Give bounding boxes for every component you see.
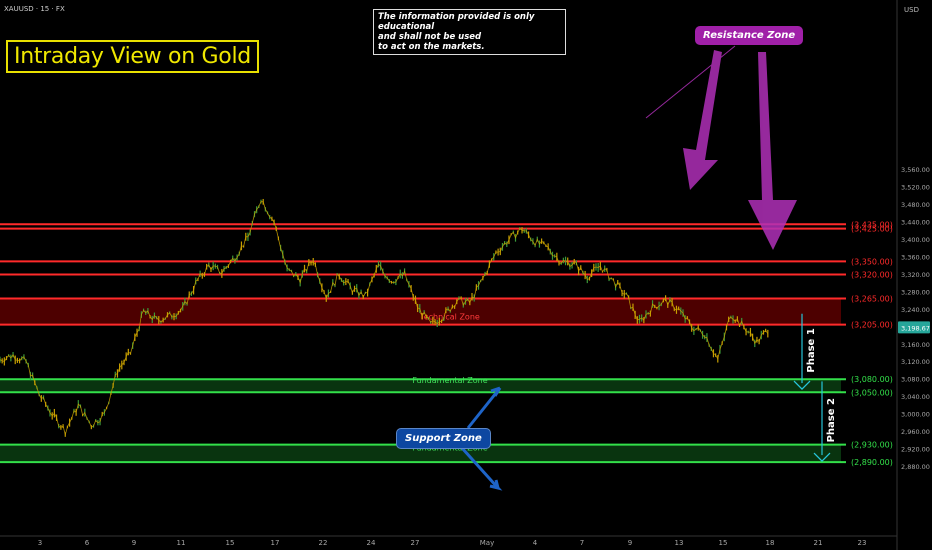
x-tick-label: 24 bbox=[367, 539, 376, 547]
support-pointers bbox=[460, 386, 503, 491]
phase-label-1: Phase 1 bbox=[806, 328, 817, 372]
x-tick-label: 23 bbox=[858, 539, 867, 547]
x-tick-label: 3 bbox=[38, 539, 42, 547]
level-label-3: (3,320.00) bbox=[851, 270, 893, 279]
x-tick-label: 21 bbox=[814, 539, 823, 547]
y-tick-label: 2,920.00 bbox=[901, 446, 930, 454]
level-label-2: (3,350.00) bbox=[851, 257, 893, 266]
currency-label: USD bbox=[904, 6, 919, 14]
level-label-7: (3,050.00) bbox=[851, 388, 893, 397]
y-tick-label: 3,360.00 bbox=[901, 253, 930, 261]
y-tick-label: 3,520.00 bbox=[901, 184, 930, 192]
y-tick-label: 3,160.00 bbox=[901, 341, 930, 349]
phase-label-2: Phase 2 bbox=[826, 398, 837, 442]
zone-label-1: Fundamental Zone bbox=[412, 376, 487, 385]
price-line bbox=[0, 201, 769, 437]
y-tick-label: 2,960.00 bbox=[901, 428, 930, 436]
x-tick-label: 4 bbox=[533, 539, 538, 547]
y-tick-label: 3,120.00 bbox=[901, 358, 930, 366]
y-tick-label: 3,280.00 bbox=[901, 288, 930, 296]
resistance-arrow-1 bbox=[683, 50, 722, 190]
level-label-6: (3,080.00) bbox=[851, 375, 893, 384]
y-tick-label: 3,240.00 bbox=[901, 306, 930, 314]
x-tick-label: 9 bbox=[628, 539, 632, 547]
x-tick-label: 15 bbox=[719, 539, 728, 547]
price-axis-bg bbox=[897, 0, 932, 550]
resistance-arrows bbox=[645, 45, 797, 250]
x-tick-label: 9 bbox=[132, 539, 136, 547]
x-tick-label: 13 bbox=[675, 539, 684, 547]
resistance-zone-callout: Resistance Zone bbox=[695, 26, 804, 45]
x-tick-label: 11 bbox=[177, 539, 186, 547]
y-tick-label: 3,440.00 bbox=[901, 219, 930, 227]
y-tick-label: 3,560.00 bbox=[901, 166, 930, 174]
y-tick-label: 2,880.00 bbox=[901, 463, 930, 471]
support-pointer-down bbox=[460, 446, 503, 491]
phase-arrowhead-2 bbox=[813, 452, 831, 462]
x-tick-label: May bbox=[480, 539, 494, 547]
phase-arrowhead-1 bbox=[793, 380, 811, 390]
x-tick-label: 7 bbox=[580, 539, 584, 547]
y-tick-label: 3,400.00 bbox=[901, 236, 930, 244]
level-label-4: (3,265.00) bbox=[851, 294, 893, 303]
x-tick-label: 17 bbox=[271, 539, 280, 547]
chart-title: Intraday View on Gold bbox=[6, 40, 259, 73]
levels-group bbox=[0, 223, 846, 464]
resistance-arrow-2 bbox=[748, 52, 797, 250]
support-pointer-up bbox=[466, 386, 502, 429]
x-tick-label: 15 bbox=[226, 539, 235, 547]
y-tick-label: 3,480.00 bbox=[901, 201, 930, 209]
last-price-label: 3,198.67 bbox=[901, 324, 930, 332]
zone-support-1 bbox=[0, 379, 841, 393]
x-tick-label: 27 bbox=[411, 539, 420, 547]
x-tick-label: 22 bbox=[319, 539, 328, 547]
x-tick-label: 6 bbox=[85, 539, 90, 547]
level-label-5: (3,205.00) bbox=[851, 321, 893, 330]
level-label-0: (3,435.00) bbox=[851, 220, 893, 229]
y-tick-label: 3,000.00 bbox=[901, 411, 930, 419]
zone-support-2 bbox=[0, 444, 841, 463]
x-tick-label: 18 bbox=[766, 539, 775, 547]
level-label-9: (2,890.00) bbox=[851, 458, 893, 467]
symbol-label: XAUUSD · 15 · FX bbox=[4, 5, 65, 13]
y-tick-label: 3,040.00 bbox=[901, 393, 930, 401]
level-labels: (3,435.00)(3,425.00) (3,350.00) (3,320.00)… bbox=[851, 220, 893, 467]
level-label-8: (2,930.00) bbox=[851, 441, 893, 450]
y-tick-label: 3,080.00 bbox=[901, 376, 930, 384]
level-label-1: (3,425.00) bbox=[851, 225, 893, 234]
support-zone-callout: Support Zone bbox=[396, 428, 491, 449]
zone-label-0: Technical Zone bbox=[419, 313, 480, 322]
disclaimer-box: The information provided is only educati… bbox=[373, 9, 566, 55]
price-series bbox=[0, 198, 769, 437]
y-tick-label: 3,320.00 bbox=[901, 271, 930, 279]
last-price-badge bbox=[898, 321, 930, 334]
